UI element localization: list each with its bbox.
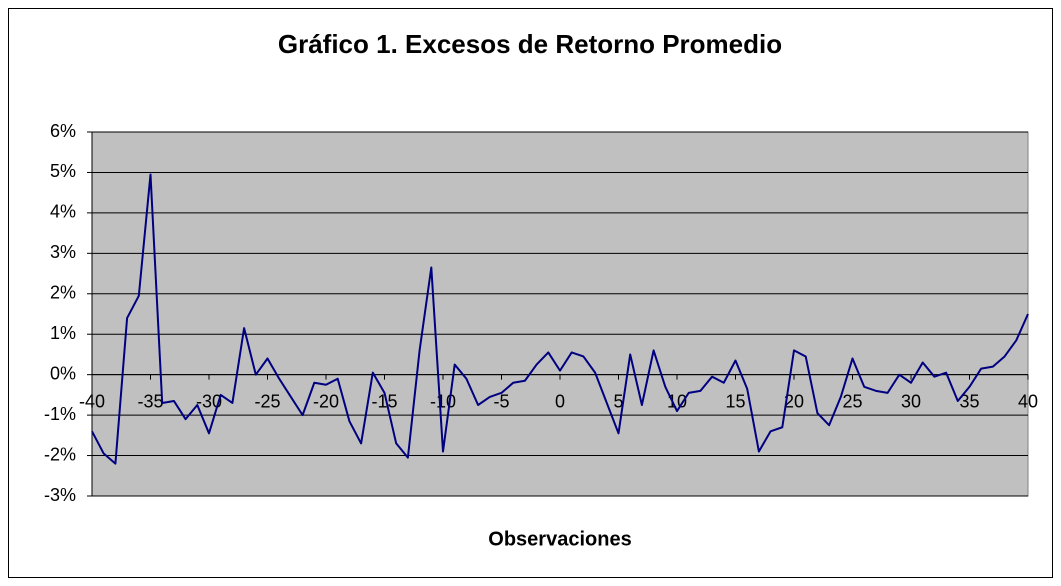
x-tick-label: 10 bbox=[667, 391, 687, 411]
x-tick-label: -5 bbox=[493, 391, 509, 411]
y-tick-label: 0% bbox=[50, 363, 76, 383]
y-tick-label: -2% bbox=[44, 444, 76, 464]
y-tick-label: 1% bbox=[50, 323, 76, 343]
x-tick-label: 5 bbox=[613, 391, 623, 411]
x-tick-label: 20 bbox=[784, 391, 804, 411]
x-tick-label: 30 bbox=[901, 391, 921, 411]
x-tick-label: -40 bbox=[79, 391, 105, 411]
x-tick-label: 0 bbox=[555, 391, 565, 411]
x-tick-label: 25 bbox=[842, 391, 862, 411]
x-tick-label: -25 bbox=[254, 391, 280, 411]
x-tick-label: -30 bbox=[196, 391, 222, 411]
x-tick-label: -35 bbox=[137, 391, 163, 411]
x-tick-label: 35 bbox=[959, 391, 979, 411]
chart-title: Gráfico 1. Excesos de Retorno Promedio bbox=[278, 29, 782, 59]
x-tick-label: 40 bbox=[1018, 391, 1038, 411]
x-axis-label: Observaciones bbox=[488, 528, 631, 550]
x-tick-label: -15 bbox=[371, 391, 397, 411]
y-tick-label: -3% bbox=[44, 485, 76, 505]
plot-area bbox=[91, 131, 1029, 497]
line-series bbox=[91, 173, 1029, 465]
y-tick-label: 2% bbox=[50, 283, 76, 303]
y-tick-label: 3% bbox=[50, 242, 76, 262]
y-tick-label: -1% bbox=[44, 404, 76, 424]
y-tick-label: 6% bbox=[50, 121, 76, 141]
y-tick-label: 5% bbox=[50, 161, 76, 181]
x-tick-label: -20 bbox=[313, 391, 339, 411]
y-tick-label: 4% bbox=[50, 202, 76, 222]
x-tick-label: -10 bbox=[430, 391, 456, 411]
x-tick-label: 15 bbox=[725, 391, 745, 411]
